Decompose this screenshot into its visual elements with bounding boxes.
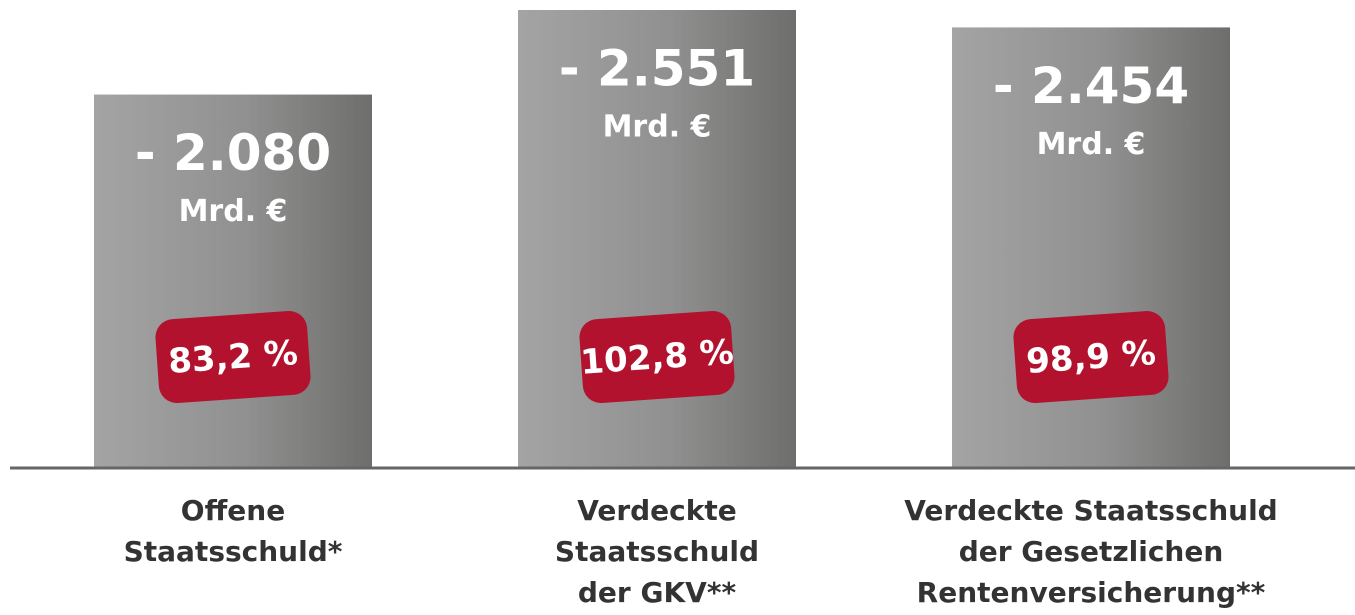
percent-label: 98,9 % (1025, 333, 1157, 382)
unit-label: Mrd. € (1037, 127, 1146, 162)
category-label: Verdeckte (577, 494, 737, 527)
category-label: Verdeckte Staatsschuld (904, 494, 1277, 527)
bar (94, 94, 372, 468)
category-label: Staatsschuld* (124, 535, 343, 568)
category-label: Rentenversicherung** (917, 576, 1266, 609)
badge: 98,9 % (1013, 311, 1169, 403)
badge-shape (155, 311, 311, 403)
unit-label: Mrd. € (179, 194, 288, 229)
value-label: - 2.551 (559, 39, 755, 97)
value-label: - 2.454 (993, 57, 1189, 115)
badge-shape (579, 311, 735, 403)
badge-shape (1013, 311, 1169, 403)
unit-label: Mrd. € (603, 109, 712, 144)
value-label: - 2.080 (135, 124, 331, 182)
percent-label: 83,2 % (167, 333, 299, 382)
category-label: der Gesetzlichen (959, 535, 1224, 568)
category-label: der GKV** (578, 576, 737, 609)
category-label: Offene (181, 494, 285, 527)
badge: 102,8 % (579, 311, 735, 403)
category-label: Staatsschuld (555, 535, 759, 568)
badge: 83,2 % (155, 311, 311, 403)
